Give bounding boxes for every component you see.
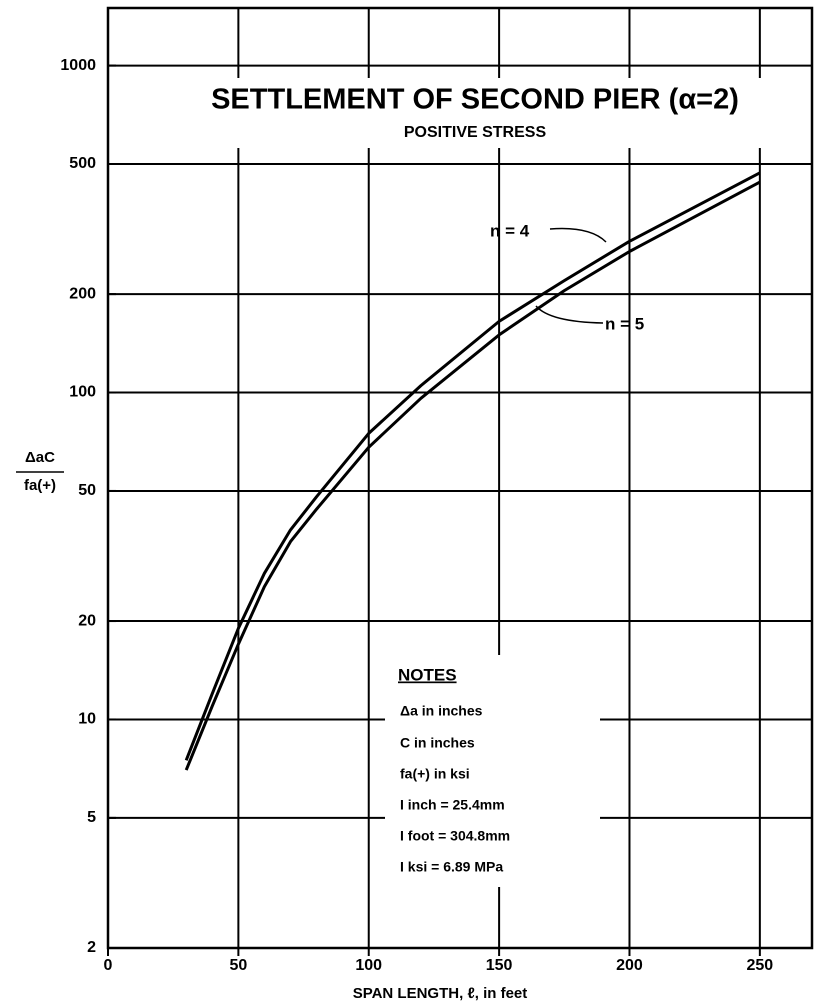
leader-line (535, 305, 604, 324)
x-tick-label: 100 (355, 957, 382, 974)
y-tick-label: 50 (78, 482, 96, 499)
title-background (165, 78, 785, 148)
plot-frame (106, 6, 814, 950)
note: Δa in inches (400, 703, 483, 719)
note: fa(+) in ksi (400, 766, 470, 782)
y-tick-label: 200 (69, 285, 96, 302)
series-line (184, 180, 761, 771)
y-tick-label: 10 (78, 711, 96, 728)
x-tick-label: 250 (747, 957, 774, 974)
y-label-numerator: ΔaC (25, 449, 55, 466)
note: I inch = 25.4mm (400, 797, 505, 813)
notes-background (385, 655, 600, 887)
grid (107, 8, 812, 949)
y-tick-label: 100 (69, 384, 96, 401)
chart-subtitle: POSITIVE STRESS (404, 124, 547, 141)
y-label-denominator: fa(+) (24, 477, 56, 494)
y-tick-label: 20 (78, 612, 96, 629)
series-label: n = 4 (490, 221, 530, 240)
note: I ksi = 6.89 MPa (400, 859, 503, 875)
y-tick-label: 2 (87, 939, 96, 956)
x-tick-label: 150 (486, 957, 513, 974)
chart-title: SETTLEMENT OF SECOND PIER (α=2) (211, 84, 739, 116)
leader-line (549, 227, 607, 243)
x-tick-label: 50 (229, 957, 247, 974)
note: C in inches (400, 735, 475, 751)
y-tick-label: 5 (87, 809, 96, 826)
y-tick-label: 500 (69, 155, 96, 172)
x-tick-label: 0 (104, 957, 113, 974)
x-axis-label: SPAN LENGTH, ℓ, in feet (353, 985, 528, 1002)
x-tick-label: 200 (616, 957, 643, 974)
note: I foot = 304.8mm (400, 828, 510, 844)
series-label: n = 5 (605, 314, 644, 333)
y-tick-label: 1000 (60, 57, 96, 74)
series-line (184, 171, 761, 761)
curves (184, 171, 761, 771)
notes-title: NOTES (398, 665, 457, 684)
